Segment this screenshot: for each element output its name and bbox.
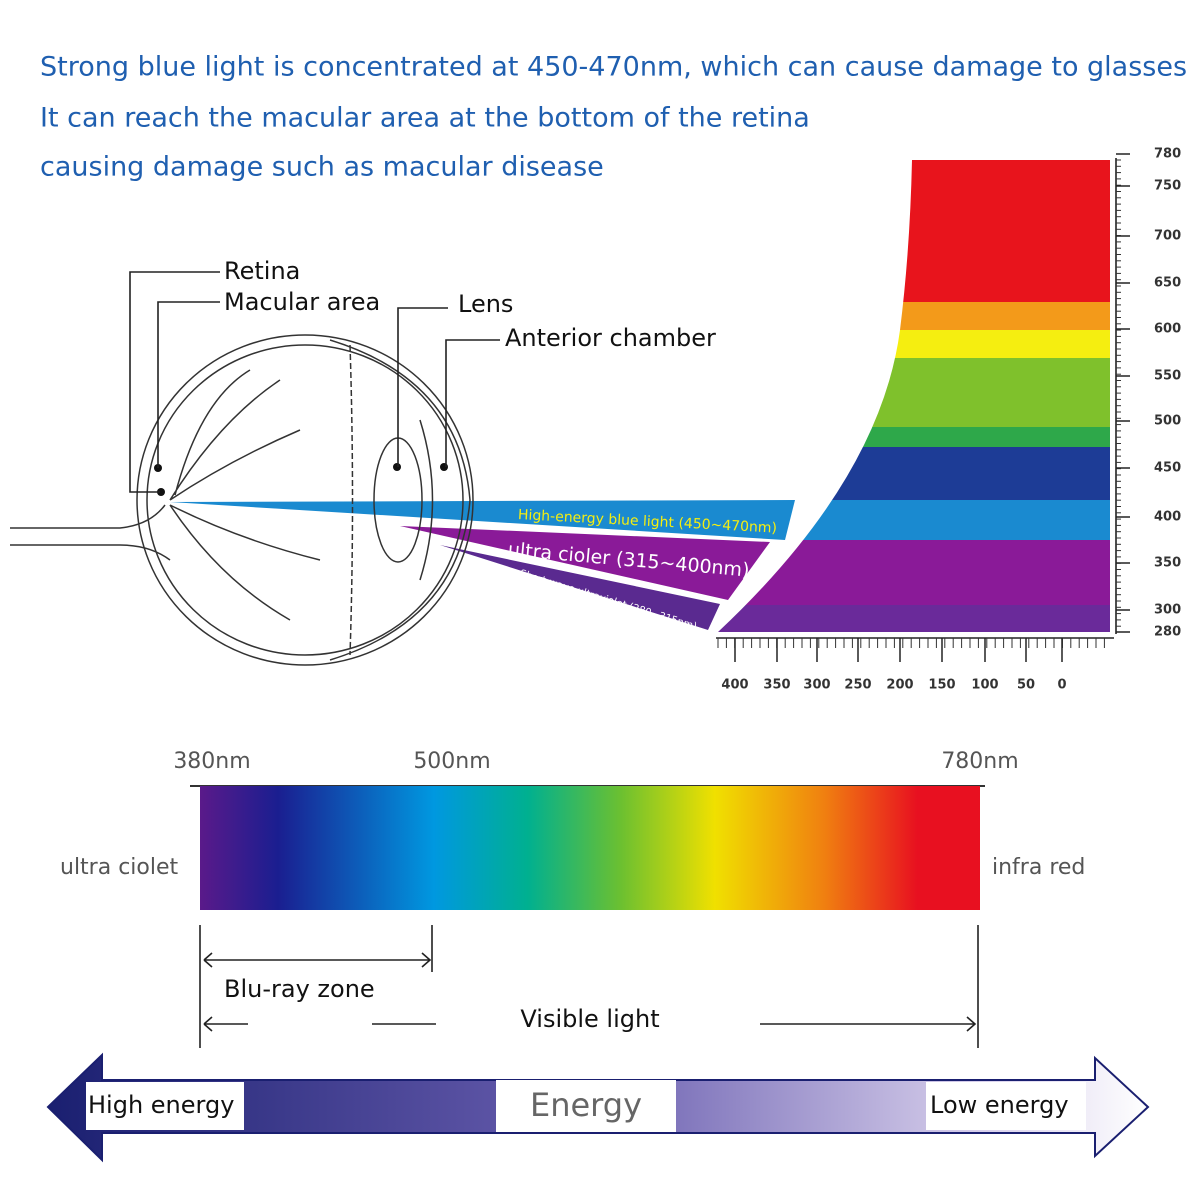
scale-label: 150 [928,678,955,693]
eye-label: Lens [458,290,513,318]
spectrum-bar [200,786,980,910]
header: Strong blue light is concentrated at 450… [40,52,1187,183]
scale-label: 200 [886,678,913,693]
scale-label: 350 [1154,556,1181,571]
scale-label: 500 [1154,414,1181,429]
header-line: Strong blue light is concentrated at 450… [40,52,1187,83]
scale-label: 650 [1154,276,1181,291]
energy-label: Low energy [930,1091,1069,1119]
spectrum: 380nm 500nm 780nm ultra ciolet infra red… [60,749,1085,1048]
spectrum-label: 380nm [173,749,250,774]
scale-label: 100 [971,678,998,693]
scale-label: 600 [1154,322,1181,337]
spectrum-label: infra red [992,855,1085,880]
beams: High-energy blue light (450~470nm) ultra… [170,500,795,633]
scale-label: 450 [1154,461,1181,476]
scale-label: 350 [763,678,790,693]
eye-label: Anterior chamber [505,324,716,352]
scale-label: 400 [1154,510,1181,525]
scale-label: 780 [1154,147,1181,162]
zone-label: Blu-ray zone [224,975,375,1003]
header-line: It can reach the macular area at the bot… [40,103,810,134]
scale-label: 280 [1154,625,1181,640]
scale-label: 550 [1154,369,1181,384]
spectrum-label: 780nm [941,749,1018,774]
scale-label: 250 [844,678,871,693]
scale-label: 700 [1154,229,1181,244]
scale-label: 300 [1154,603,1181,618]
energy-label: High energy [88,1091,234,1119]
scale-label: 750 [1154,179,1181,194]
energy-label: Energy [530,1086,642,1124]
eye-drawing: Retina Macular area Lens Anterior chambe… [10,257,716,666]
scale-label: 300 [803,678,830,693]
eye-label: Retina [224,257,300,285]
scale-label: 50 [1017,678,1035,693]
wavelength-bands [718,160,1110,632]
visible-label: Visible light [520,1005,659,1033]
scale-label: 400 [721,678,748,693]
header-line: causing damage such as macular disease [40,152,604,183]
scale-label: 0 [1057,678,1066,693]
eye-label: Macular area [224,288,380,316]
spectrum-label: 500nm [413,749,490,774]
spectrum-label: ultra ciolet [60,855,179,880]
energy-arrow: High energy Energy Low energy [46,1052,1150,1163]
